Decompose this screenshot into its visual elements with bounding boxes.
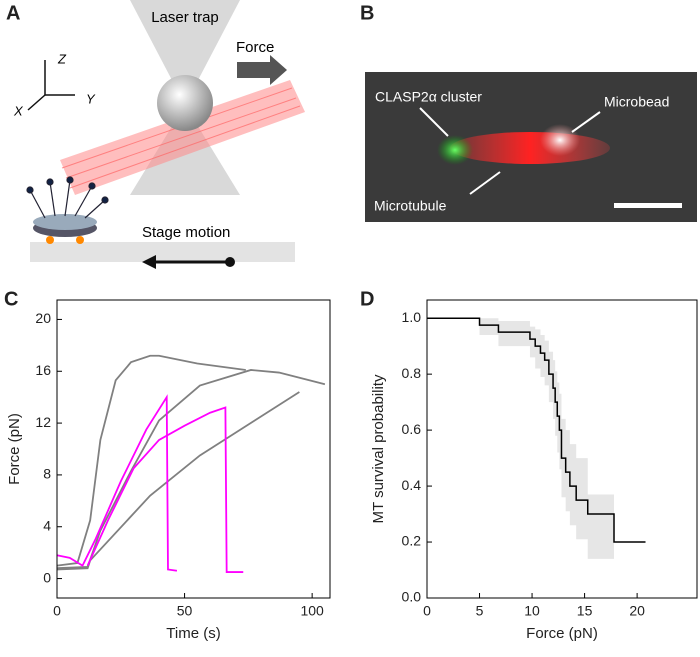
axis-letter: Y [86,91,96,106]
stage-label: Stage motion [142,224,230,241]
plot-frame [56,299,331,599]
axis-letter: Z [57,51,67,66]
x-tick-label: 20 [629,603,645,619]
y-axis-label: MT survival probability [370,374,387,523]
trap-label: Laser trap [151,9,219,26]
trace [56,394,178,572]
cluster-label: CLASP2α cluster [375,89,482,105]
x-tick-label: 50 [177,603,193,619]
y-tick-label: 8 [43,466,51,482]
x-tick-label: 0 [53,603,61,619]
micrograph: CLASP2α cluster Microbead Microtubule [365,72,697,222]
schematic: Laser trap Force Stage motion Z X Y [13,0,305,269]
y-tick-label: 4 [43,517,51,533]
x-axis-label: Time (s) [166,625,220,642]
y-axis-label: Force (pN) [6,413,23,485]
y-tick-label: 12 [35,414,51,430]
y-tick-label: 0 [43,569,51,585]
panel-label: C [4,288,18,310]
confidence-band [427,318,615,559]
x-tick-label: 0 [423,603,431,619]
survival-curve [427,317,646,543]
x-axis-label: Force (pN) [526,625,598,642]
plot-frame [426,299,698,599]
y-tick-label: 0.6 [402,421,422,437]
panel-label: B [360,2,374,24]
bead-label: Microbead [604,94,669,110]
y-tick-label: 0.0 [402,589,422,605]
x-tick-label: 5 [476,603,484,619]
microtubule-label: Microtubule [374,198,447,214]
x-tick-label: 10 [524,603,540,619]
panel-label: A [6,2,20,24]
axis-letter: X [13,103,24,118]
trace [56,354,246,567]
y-tick-label: 0.4 [402,477,422,493]
y-tick-label: 0.8 [402,365,422,381]
y-tick-label: 1.0 [402,309,422,325]
y-tick-label: 0.2 [402,533,422,549]
trace [56,391,300,571]
x-tick-label: 15 [577,603,593,619]
x-tick-label: 100 [300,603,324,619]
force-label: Force [236,39,274,56]
trace [86,406,244,573]
y-tick-label: 16 [35,362,51,378]
panel-label: D [360,288,374,310]
y-tick-label: 20 [35,310,51,326]
